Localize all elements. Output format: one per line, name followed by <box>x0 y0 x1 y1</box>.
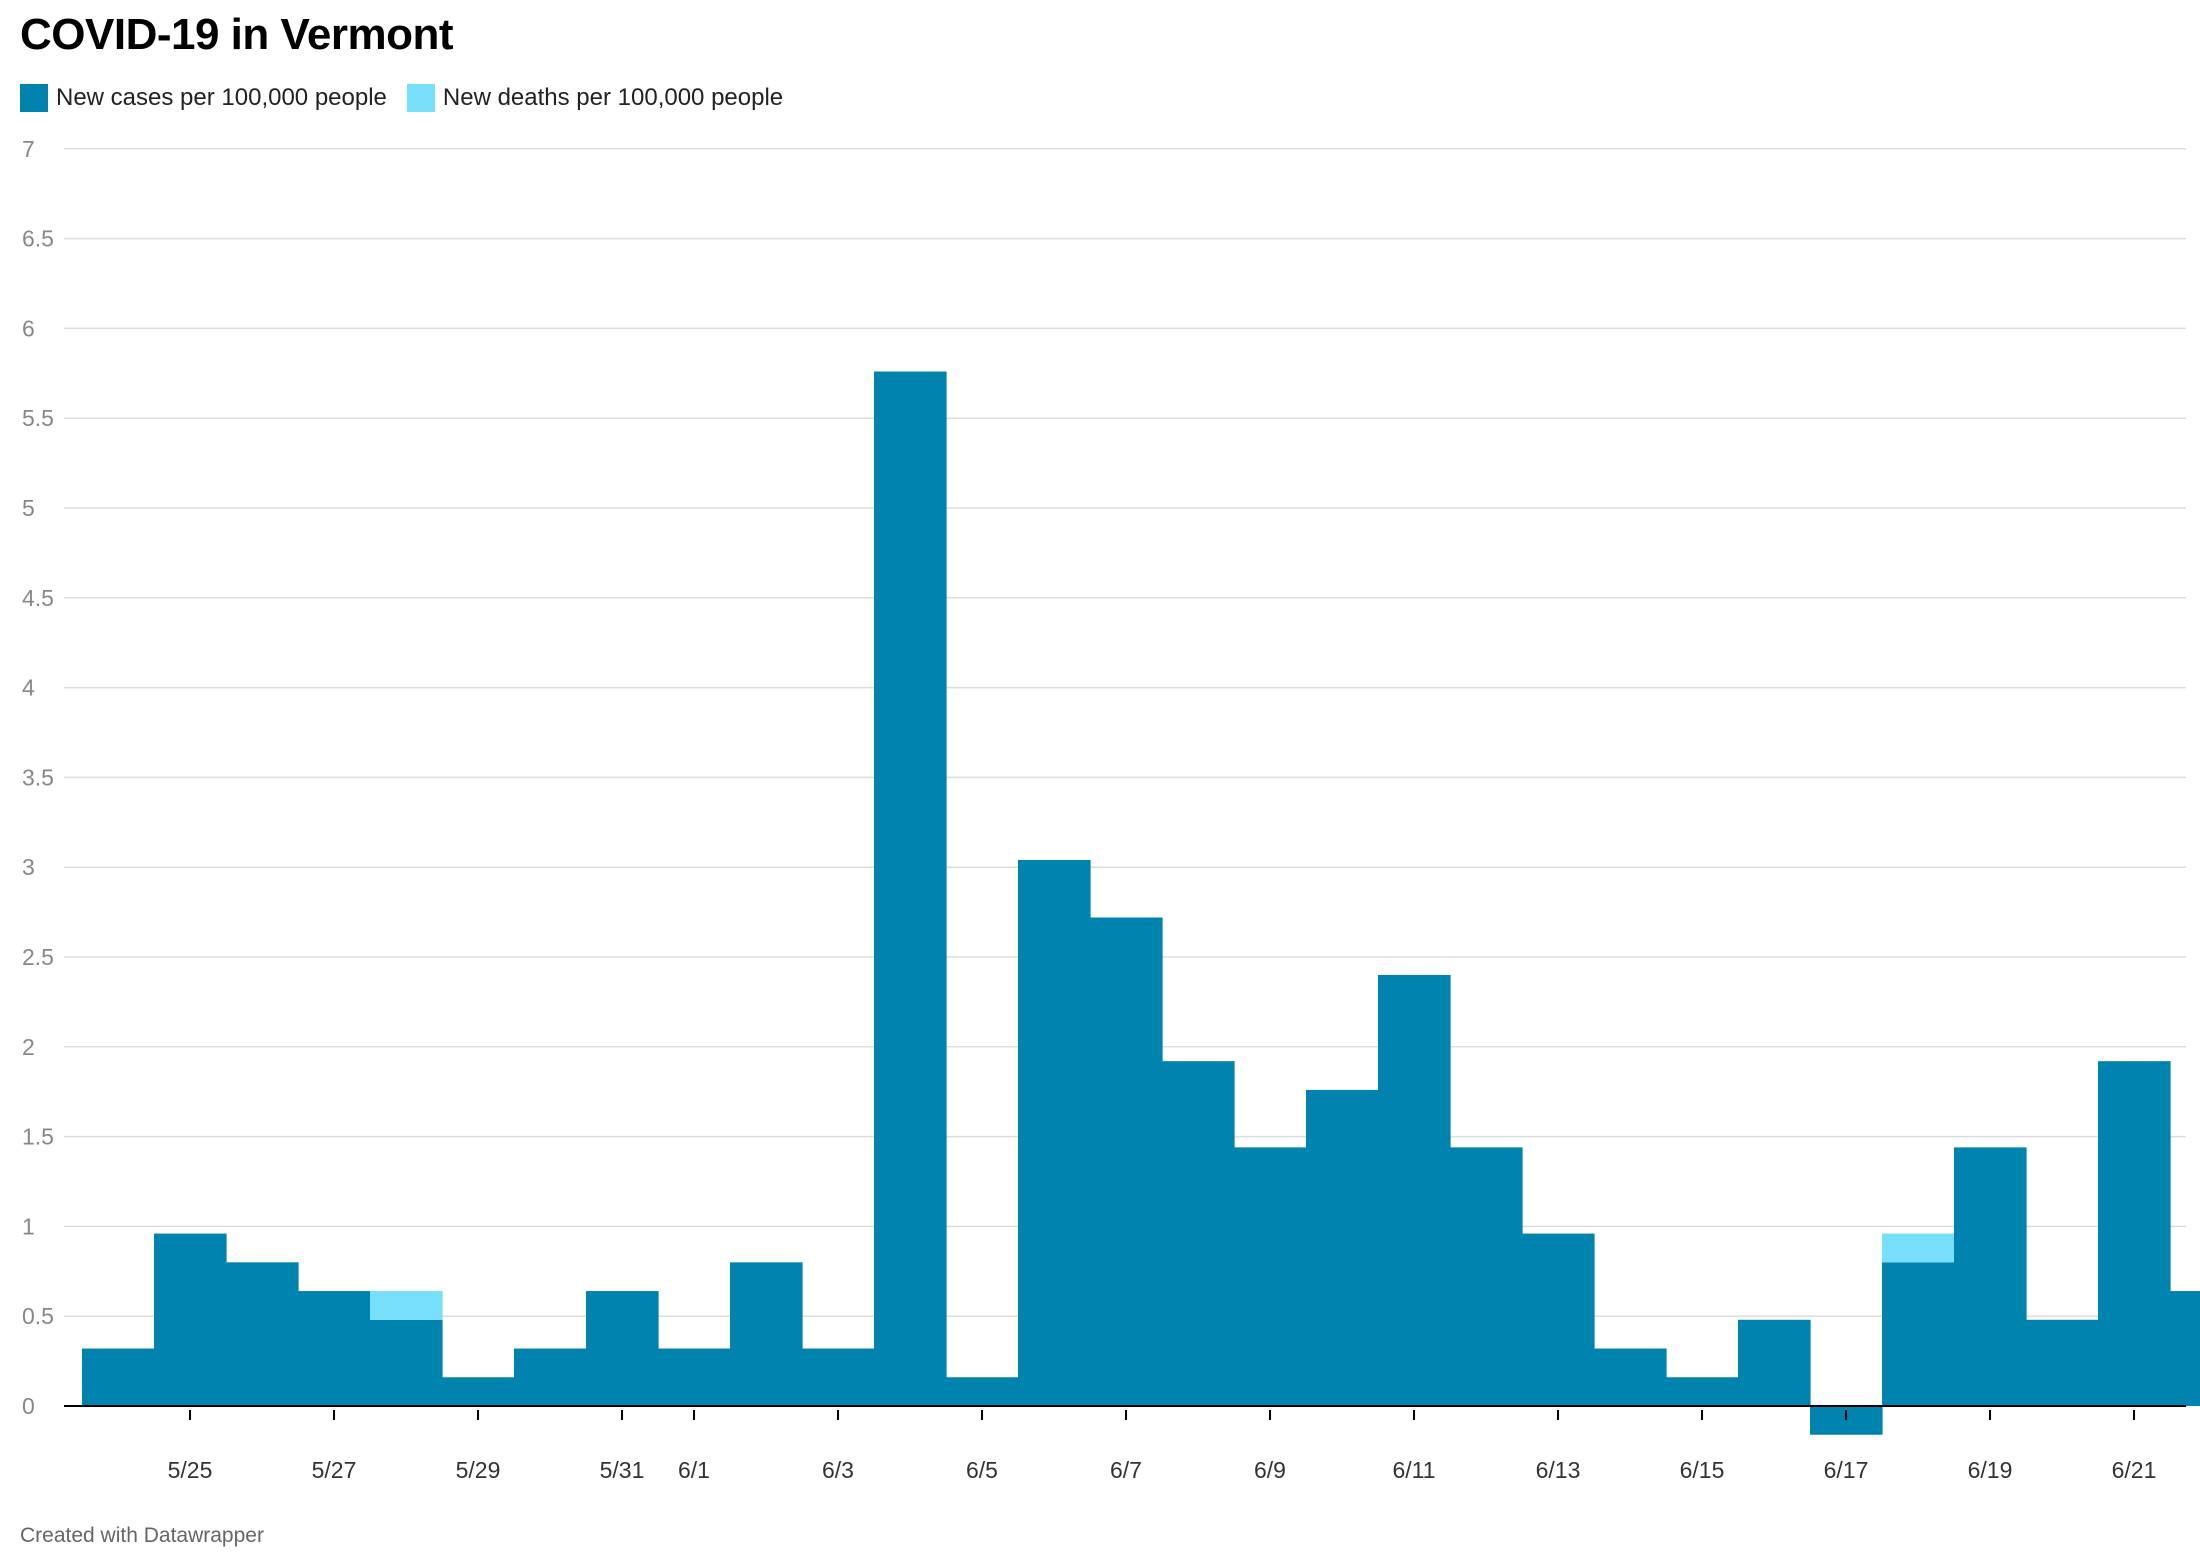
x-axis-ticks: 5/25 5/27 5/29 5/31 6/1 6/3 6/5 6/7 6/9 6/11 6/13 6… <box>168 1410 2157 1483</box>
x-tick-label: 6/3 <box>822 1457 854 1483</box>
bar-cases <box>1522 1233 1595 1406</box>
bar-cases <box>2170 1291 2200 1406</box>
y-axis-ticks: 0 0.5 1 1.5 2 2.5 3 3.5 4 4.5 5 5.5 6 6.5 7 <box>22 136 54 1419</box>
y-tick-label: 3 <box>22 854 35 880</box>
bar-cases <box>658 1348 731 1406</box>
bar-cases <box>874 371 947 1406</box>
legend-label-deaths: New deaths per 100,000 people <box>442 84 784 111</box>
x-tick-label: 6/11 <box>1392 1457 1435 1483</box>
credit-text: Created with Datawrapper <box>20 1524 264 1547</box>
x-tick-label: 5/29 <box>456 1457 501 1483</box>
x-tick-label: 6/5 <box>966 1457 998 1483</box>
y-tick-label: 5 <box>22 495 35 521</box>
bar-cases <box>514 1348 587 1406</box>
bar-cases <box>1666 1377 1739 1406</box>
bar-cases <box>298 1291 371 1406</box>
y-tick-label: 4.5 <box>22 585 54 611</box>
x-tick-label: 6/13 <box>1536 1457 1581 1483</box>
x-tick-label: 6/17 <box>1824 1457 1869 1483</box>
y-tick-label: 7 <box>22 136 35 162</box>
legend-item-cases: New cases per 100,000 people <box>20 84 387 112</box>
y-tick-label: 2 <box>22 1034 35 1060</box>
chart-title: COVID-19 in Vermont <box>20 10 454 59</box>
bar-cases <box>802 1348 875 1406</box>
y-tick-label: 0 <box>22 1393 35 1419</box>
bar-cases <box>1090 917 1163 1406</box>
bar-cases <box>1018 860 1091 1406</box>
legend: New cases per 100,000 people New deaths … <box>20 84 803 112</box>
y-tick-label: 4 <box>22 675 35 701</box>
legend-swatch-deaths <box>406 84 435 112</box>
y-tick-label: 0.5 <box>22 1303 54 1329</box>
x-tick-label: 6/19 <box>1968 1457 2013 1483</box>
bar-cases <box>1882 1262 1955 1406</box>
y-tick-label: 5.5 <box>22 405 54 431</box>
bar-cases <box>946 1377 1019 1406</box>
bar-cases <box>442 1377 515 1406</box>
x-tick-label: 6/21 <box>2112 1457 2157 1483</box>
bar-cases <box>1162 1061 1235 1406</box>
bar-cases <box>1450 1147 1523 1406</box>
y-tick-label: 3.5 <box>22 764 54 790</box>
bars <box>82 371 2200 1435</box>
y-tick-label: 6.5 <box>22 226 54 252</box>
y-tick-label: 6 <box>22 315 35 341</box>
legend-item-deaths: New deaths per 100,000 people <box>406 84 784 112</box>
bar-cases <box>2026 1319 2099 1406</box>
bar-cases <box>2098 1061 2171 1406</box>
legend-swatch-cases <box>20 84 48 112</box>
x-tick-label: 5/27 <box>312 1457 357 1483</box>
bar-cases <box>1306 1089 1379 1406</box>
bar-cases <box>370 1319 443 1406</box>
bar-cases <box>1378 974 1451 1406</box>
x-tick-label: 6/7 <box>1110 1457 1142 1483</box>
x-tick-label: 6/9 <box>1254 1457 1286 1483</box>
legend-label-cases: New cases per 100,000 people <box>56 84 387 111</box>
y-tick-label: 1.5 <box>22 1124 54 1150</box>
y-tick-label: 1 <box>22 1213 35 1239</box>
bar-cases <box>226 1262 299 1406</box>
bar-cases <box>730 1262 803 1406</box>
bar-cases <box>82 1348 155 1406</box>
bar-cases <box>1954 1147 2027 1406</box>
x-tick-label: 5/31 <box>600 1457 645 1483</box>
bar-cases <box>1738 1319 1811 1406</box>
bar-cases <box>586 1291 659 1406</box>
bar-deaths <box>1882 1233 1955 1263</box>
bar-cases <box>154 1233 227 1406</box>
x-tick-label: 6/1 <box>678 1457 710 1483</box>
bar-deaths <box>370 1291 443 1320</box>
y-tick-label: 2.5 <box>22 944 54 970</box>
x-tick-label: 5/25 <box>168 1457 213 1483</box>
bar-cases <box>1234 1147 1307 1406</box>
bar-cases <box>1594 1348 1667 1406</box>
x-tick-label: 6/15 <box>1680 1457 1725 1483</box>
